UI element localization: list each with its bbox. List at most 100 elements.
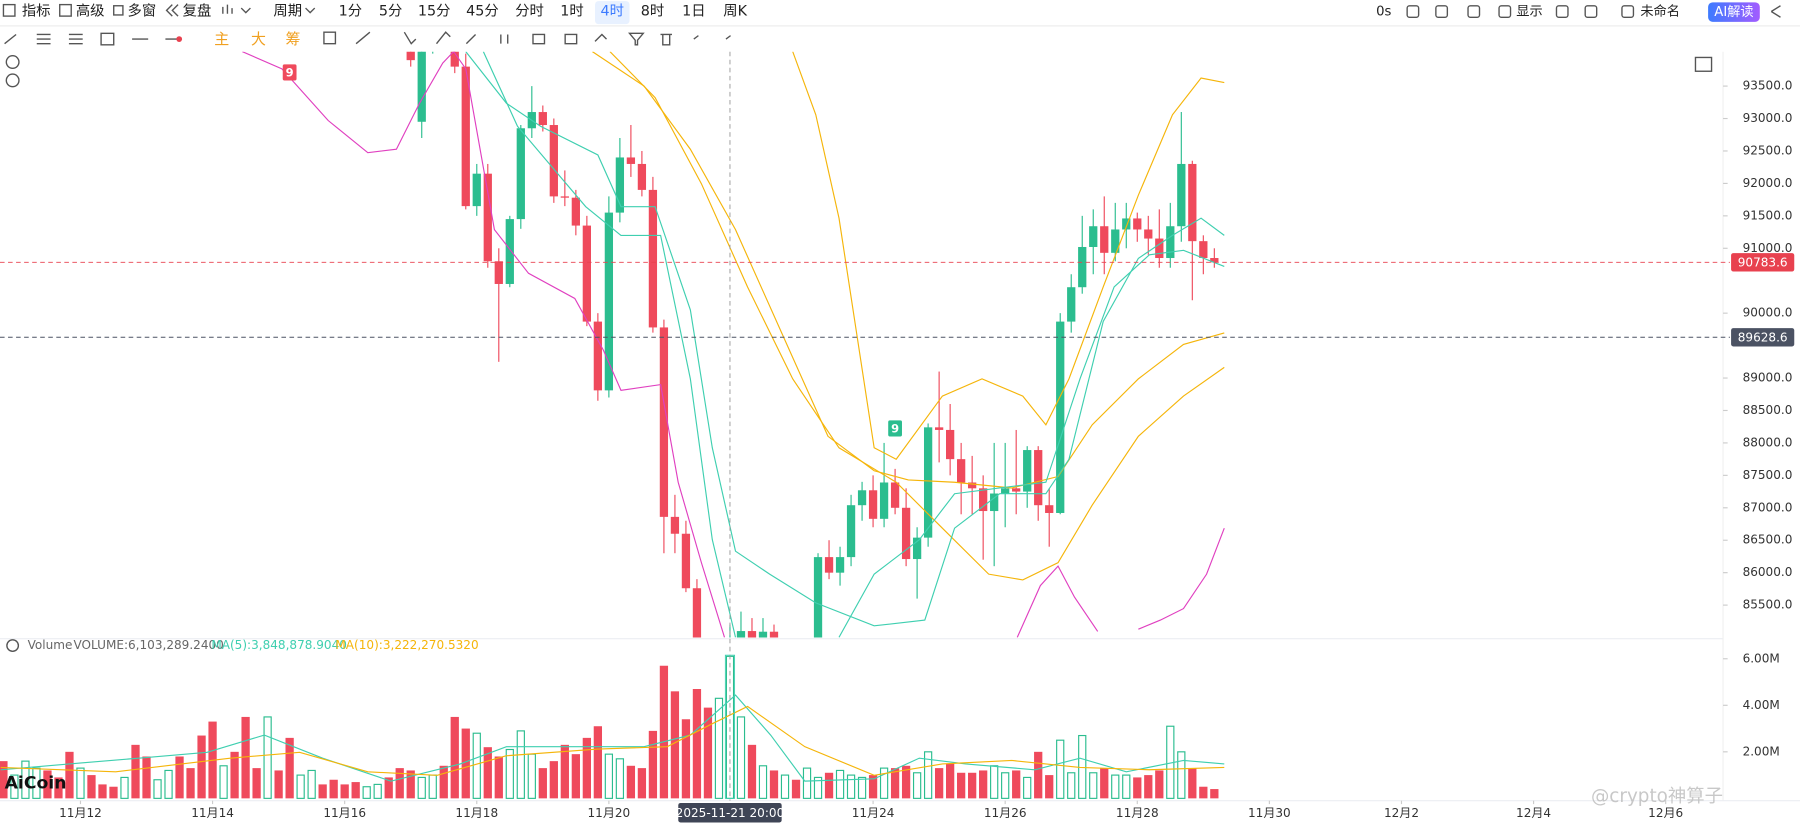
- candle-body: [1166, 226, 1175, 259]
- indicator-line: [465, 51, 1225, 627]
- collapse-icon[interactable]: [6, 639, 20, 653]
- expand-icon[interactable]: [5, 73, 20, 88]
- y-tick-label: 87500.0: [1743, 468, 1793, 482]
- tool[interactable]: 0s: [1376, 5, 1391, 20]
- period-menu[interactable]: 周期: [273, 3, 302, 20]
- period[interactable]: 5分: [379, 3, 402, 20]
- candle-body: [813, 557, 823, 638]
- candle-body: [1188, 163, 1197, 242]
- tool-icon[interactable]: [1435, 5, 1449, 18]
- volume-bar: [648, 730, 658, 799]
- candle-body: [1001, 488, 1010, 494]
- ai-button[interactable]: [1708, 2, 1760, 22]
- volume-bar: [780, 774, 790, 799]
- indicator-line: [609, 51, 1225, 581]
- menu-item[interactable]: 高级: [76, 3, 105, 20]
- fullscreen-icon[interactable]: [1694, 56, 1713, 72]
- main-tool[interactable]: 筹: [285, 30, 300, 48]
- indicator-line: [0, 705, 1225, 776]
- y-tick-label: 86500.0: [1743, 533, 1793, 547]
- volume-bar: [890, 768, 900, 799]
- volume-bar: [1144, 775, 1153, 799]
- candle-body: [868, 490, 878, 519]
- tool-icon[interactable]: [1498, 5, 1512, 18]
- volume-bar: [560, 744, 569, 799]
- volume-bar: [979, 770, 988, 799]
- main-tools: 主大筹: [214, 30, 300, 48]
- menu-item[interactable]: 指标: [22, 3, 51, 20]
- volume-bar: [285, 737, 294, 799]
- tool-icon[interactable]: [1584, 5, 1598, 18]
- tool-icon[interactable]: [1555, 5, 1569, 18]
- share-icon[interactable]: [1770, 5, 1781, 18]
- candle-body: [626, 157, 636, 164]
- volume-bar: [219, 765, 228, 799]
- period[interactable]: 15分: [418, 3, 451, 20]
- volume-bar: [703, 707, 713, 799]
- volume-bar: [494, 756, 503, 799]
- period[interactable]: 1日: [682, 4, 705, 20]
- icon: [165, 4, 179, 17]
- y-tick-label: 92000.0: [1743, 176, 1793, 190]
- candle-body: [505, 219, 514, 284]
- volume-bar: [615, 758, 625, 799]
- period[interactable]: 8时: [641, 3, 664, 20]
- candle-body: [747, 631, 757, 638]
- drawing-tools[interactable]: [323, 31, 731, 46]
- x-tick-label: 11月20: [588, 806, 631, 820]
- price-pane: 99: [242, 51, 1225, 715]
- period[interactable]: 分时: [515, 3, 544, 20]
- candle-body: [582, 225, 591, 322]
- volume-bar: [21, 760, 30, 799]
- x-tick-label: 11月14: [191, 806, 234, 820]
- candle-body: [704, 657, 712, 715]
- volume-bar: [54, 777, 63, 799]
- candle-body: [824, 557, 834, 573]
- volume-bar: [659, 665, 669, 799]
- volume-title: Volume: [28, 638, 73, 652]
- volume-bar: [714, 697, 724, 799]
- menu-item[interactable]: 复盘: [183, 2, 212, 20]
- tool-icon[interactable]: [1621, 5, 1635, 18]
- volume-bar: [912, 772, 922, 799]
- volume-bar: [1100, 768, 1109, 799]
- drawing-tools[interactable]: [4, 33, 180, 45]
- volume-bar: [516, 730, 525, 799]
- volume-bar: [153, 779, 162, 799]
- volume-bar: [274, 770, 283, 799]
- candle-body: [538, 112, 547, 126]
- volume-bar: [76, 767, 85, 799]
- period[interactable]: 1时: [560, 3, 583, 20]
- y-tick-label: 91000.0: [1743, 241, 1793, 255]
- ai-label[interactable]: AI解读: [1714, 4, 1753, 20]
- period[interactable]: 4时: [601, 3, 624, 20]
- menu-item[interactable]: 多窗: [128, 2, 157, 20]
- tool[interactable]: 显示: [1516, 5, 1542, 20]
- axes: 93500.0 93000.0 92500.0 92000.0 91500.0 91000…: [0, 51, 1795, 823]
- volume-bar: [395, 768, 404, 799]
- volume-bar: [0, 761, 8, 799]
- tool-icon[interactable]: [1467, 5, 1481, 18]
- tool[interactable]: 未命名: [1640, 3, 1680, 20]
- volume-bar: [65, 751, 74, 799]
- volume-bar: [164, 769, 173, 799]
- candle-body: [659, 327, 669, 517]
- expand-icon[interactable]: [5, 55, 20, 70]
- volume-bar: [131, 744, 140, 799]
- volume-bar: [582, 737, 591, 799]
- cursor-label: 2025-11-21 20:00: [676, 806, 785, 820]
- main-tool[interactable]: 主: [214, 30, 229, 48]
- tool-icon[interactable]: [1406, 5, 1420, 18]
- candle-body: [406, 51, 415, 61]
- period[interactable]: 周K: [723, 4, 747, 20]
- x-tick-label: 12月2: [1384, 806, 1419, 820]
- icon[interactable]: [222, 4, 251, 14]
- period[interactable]: 1分: [339, 3, 362, 20]
- period[interactable]: 45分: [466, 3, 499, 20]
- candle-body: [1210, 258, 1219, 263]
- signal-marker: [888, 420, 902, 437]
- drawing-tool[interactable]: [100, 32, 115, 46]
- main-tool[interactable]: 大: [251, 30, 266, 48]
- volume-bar: [318, 784, 327, 799]
